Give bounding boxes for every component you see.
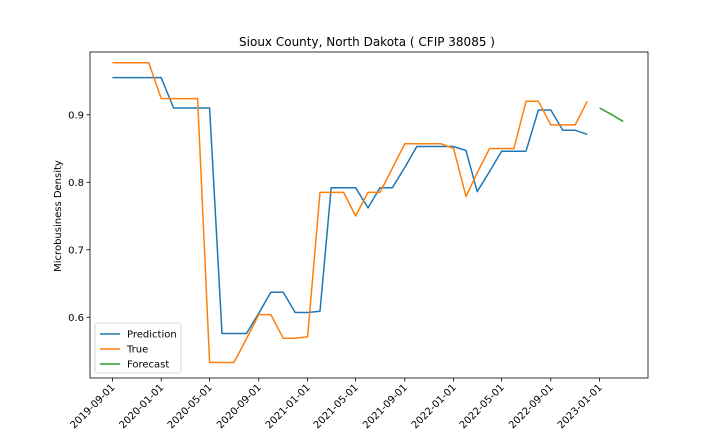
series-line-true	[112, 62, 588, 364]
x-tick-label: 2021-01-01	[264, 382, 313, 431]
ticks-layer: 0.6 0.7 0.8 0.9 2019-09-01 2020-01-01 2020-05-…	[68, 110, 605, 431]
x-tick-label: 2022-01-01	[410, 382, 459, 431]
series-line-forecast	[599, 107, 624, 123]
y-axis-title: Microbusiness Density	[53, 160, 64, 272]
legend-label-true: True	[126, 345, 148, 356]
y-tick-label: 0.6	[68, 313, 84, 324]
x-tick-label: 2020-09-01	[215, 382, 264, 431]
chart-title: Sioux County, North Dakota ( CFIP 38085 …	[239, 35, 495, 49]
x-tick-label: 2020-05-01	[166, 382, 215, 431]
x-tick-label: 2022-05-01	[458, 382, 507, 431]
x-tick-label: 2019-09-01	[69, 382, 118, 431]
x-tick-label: 2022-09-01	[507, 382, 556, 431]
x-tick-label: 2021-05-01	[312, 382, 361, 431]
x-tick-label: 2021-09-01	[361, 382, 410, 431]
legend-label-forecast: Forecast	[127, 360, 169, 371]
plot-frame	[89, 51, 649, 379]
legend-label-prediction: Prediction	[127, 330, 177, 341]
y-tick-label: 0.8	[68, 178, 84, 189]
x-tick-label: 2023-01-01	[556, 382, 605, 431]
series-line-prediction	[112, 76, 588, 335]
y-tick-label: 0.9	[68, 110, 84, 121]
legend-box	[94, 322, 182, 374]
series-layer	[112, 62, 624, 364]
x-tick-label: 2020-01-01	[117, 382, 166, 431]
legend: Prediction True Forecast	[94, 322, 182, 374]
y-tick-label: 0.7	[68, 245, 84, 256]
